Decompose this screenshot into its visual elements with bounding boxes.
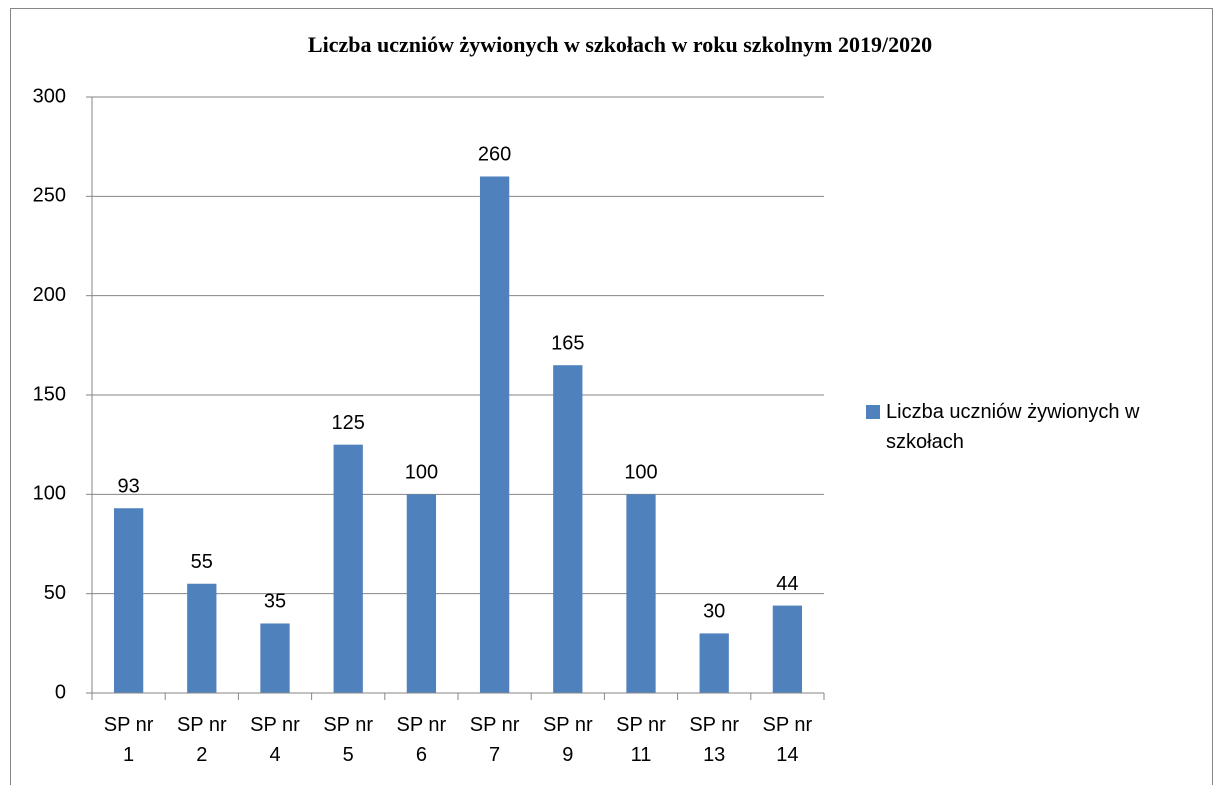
x-tick-label: SP nr 6 xyxy=(396,714,447,766)
data-label: 260 xyxy=(478,144,511,166)
x-tick-label: SP nr 11 xyxy=(616,714,666,766)
bar xyxy=(699,633,729,693)
x-tick-label: SP nr 14 xyxy=(762,714,813,766)
data-label: 55 xyxy=(191,551,213,573)
x-tick-label: SP nr 7 xyxy=(469,714,520,766)
data-label: 100 xyxy=(624,462,657,484)
y-tick-label: 200 xyxy=(33,284,66,306)
y-tick-label: 0 xyxy=(55,681,66,703)
data-label: 35 xyxy=(264,591,286,613)
bar xyxy=(479,176,510,693)
data-label: 93 xyxy=(117,476,139,498)
x-tick-label: SP nr 1 xyxy=(103,714,154,766)
y-tick-label: 100 xyxy=(33,483,66,505)
y-tick-label: 50 xyxy=(44,582,66,604)
legend-label: Liczba uczniów żywionych w szkołach xyxy=(886,401,1140,453)
data-label: 165 xyxy=(551,332,584,354)
bar xyxy=(553,365,583,693)
x-tick-label: SP nr 9 xyxy=(542,714,593,766)
bar xyxy=(187,583,217,693)
bar xyxy=(772,605,803,693)
y-tick-label: 150 xyxy=(33,383,66,405)
chart-border xyxy=(10,8,1213,785)
bar xyxy=(260,623,290,693)
data-label: 125 xyxy=(332,412,365,434)
legend-swatch xyxy=(866,405,880,419)
x-tick-label: SP nr 2 xyxy=(176,714,227,766)
bar xyxy=(626,494,656,693)
data-label: 100 xyxy=(405,462,438,484)
x-tick-label: SP nr 4 xyxy=(250,714,300,766)
chart-title: Liczba uczniów żywionych w szkołach w ro… xyxy=(308,32,932,57)
y-tick-label: 250 xyxy=(33,185,66,207)
y-tick-label: 300 xyxy=(33,85,66,107)
data-label: 30 xyxy=(703,601,725,623)
bar xyxy=(406,494,437,693)
data-label: 44 xyxy=(776,573,798,595)
bar xyxy=(113,508,144,693)
x-tick-label: SP nr 5 xyxy=(323,714,374,766)
x-tick-label: SP nr 13 xyxy=(689,714,740,766)
bar xyxy=(333,444,363,693)
